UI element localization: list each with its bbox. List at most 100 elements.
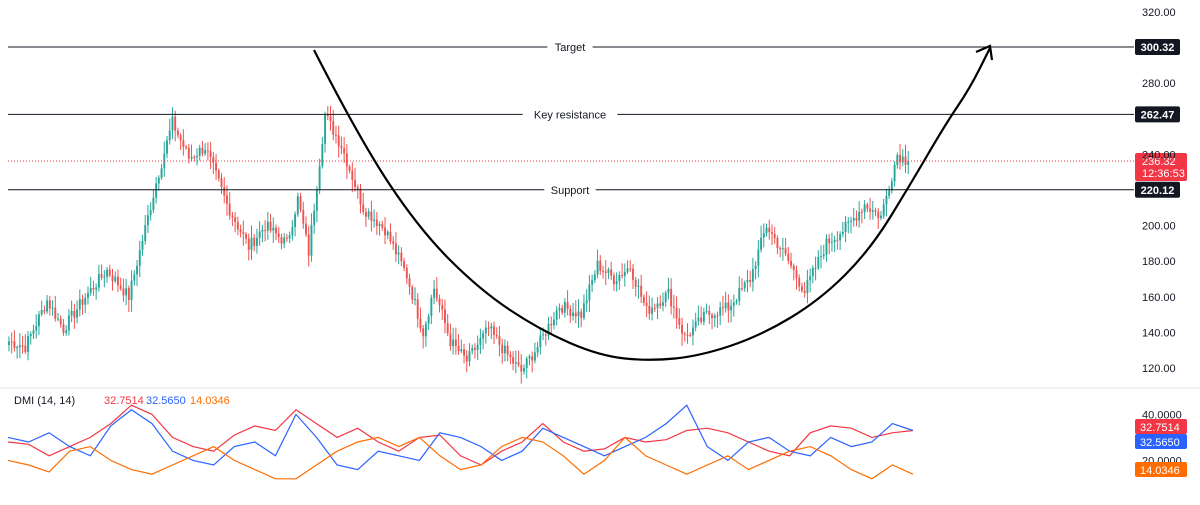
candle-body — [95, 287, 98, 290]
candle-body — [103, 276, 106, 278]
candle-body — [37, 314, 40, 327]
candle-body — [721, 307, 724, 309]
candle-body — [479, 338, 482, 345]
candle-body — [888, 190, 891, 197]
candle-body — [125, 288, 128, 296]
price-axis[interactable]: 300.32 262.47 220.12 320.00 280.00 240.00 200.… — [1135, 7, 1180, 375]
candle-body — [32, 330, 35, 334]
candle-body — [81, 299, 84, 305]
candle-body — [416, 299, 419, 319]
candle-body — [681, 324, 684, 334]
candle-body — [24, 345, 27, 352]
level-tag-bg — [1135, 181, 1180, 198]
candle-body — [212, 157, 215, 163]
candle-body — [762, 233, 765, 238]
candle-body — [542, 334, 545, 336]
candle-body — [746, 279, 749, 283]
candle-body — [907, 160, 910, 165]
candle-body — [520, 364, 523, 372]
candle-body — [179, 134, 182, 141]
level-label: Key resistance — [534, 109, 606, 121]
candle-body — [27, 336, 29, 352]
candle-body — [509, 354, 512, 358]
candle-body — [324, 114, 327, 145]
candle-body — [563, 302, 566, 313]
candle-body — [833, 239, 836, 243]
candle-body — [711, 314, 713, 318]
candle-body — [340, 146, 343, 149]
candle-body — [487, 327, 490, 329]
candle-body — [386, 231, 389, 236]
candle-body — [454, 339, 457, 346]
candle-body — [182, 140, 185, 147]
dmi-pane[interactable]: DMI (14, 14) 32.7514 32.5650 14.0346 40.… — [7, 395, 1187, 480]
candle-body — [204, 150, 207, 154]
candle-body — [869, 208, 872, 212]
candle-body — [405, 267, 408, 279]
candle-body — [392, 241, 395, 244]
candle-body — [468, 351, 471, 362]
candle-body — [803, 290, 806, 293]
candle-body — [765, 227, 768, 234]
candle-body — [168, 130, 171, 141]
candle-body — [582, 303, 585, 318]
candle-body — [512, 357, 515, 364]
candle-body — [291, 227, 294, 236]
candle-body — [277, 233, 280, 238]
candle-body — [452, 339, 455, 347]
candle-body — [138, 249, 141, 266]
candle-body — [719, 307, 722, 316]
candle-body — [329, 116, 332, 122]
candle-body — [607, 269, 610, 273]
candle-body — [836, 239, 839, 241]
candle-body — [48, 300, 51, 309]
candle-body — [757, 249, 760, 266]
price-pane[interactable]: Target Key resistance Support 236.3212:36:… — [8, 7, 1187, 384]
candle-body — [880, 215, 882, 219]
candle-body — [228, 203, 231, 216]
candle-body — [389, 231, 392, 242]
candle-body — [599, 260, 602, 272]
candle-body — [106, 269, 109, 277]
candle-body — [484, 327, 487, 334]
dmi-legend[interactable]: DMI (14, 14) 32.7514 32.5650 14.0346 — [14, 395, 230, 407]
candle-body — [632, 268, 634, 280]
level-price-tag: 220.12 — [1135, 181, 1180, 198]
adx-value: 14.0346 — [190, 395, 230, 407]
arrow-head[interactable] — [975, 44, 994, 61]
candle-body — [896, 154, 899, 165]
candle-body — [629, 268, 632, 270]
level-target[interactable]: Target — [8, 40, 1134, 55]
candle-body — [498, 336, 501, 345]
candle-body — [166, 140, 168, 154]
candle-body — [817, 256, 820, 269]
candle-body — [430, 297, 433, 317]
level-support[interactable]: Support — [8, 182, 1134, 197]
candle-body — [283, 237, 286, 244]
candle-body — [280, 237, 283, 244]
candle-body — [231, 215, 234, 218]
candle-body — [885, 196, 888, 205]
candle-body — [523, 368, 525, 372]
candle-body — [651, 307, 654, 314]
candle-body — [482, 333, 485, 339]
last-price-countdown: 12:36:53 — [1142, 168, 1185, 180]
candle-body — [332, 121, 335, 135]
level-key-resistance[interactable]: Key resistance — [8, 107, 1134, 122]
candle-body — [501, 344, 504, 354]
candle-body — [59, 318, 62, 325]
candle-body — [196, 155, 198, 158]
cup-curve[interactable] — [313, 47, 991, 361]
cup-arrow-drawing[interactable] — [313, 44, 994, 361]
candle-body — [460, 349, 463, 352]
candle-body — [741, 288, 743, 290]
candle-body — [424, 323, 427, 337]
candle-body — [852, 217, 855, 221]
candle-body — [302, 209, 305, 224]
candle-body — [476, 344, 479, 350]
candle-body — [503, 345, 506, 354]
candle-body — [411, 286, 414, 300]
